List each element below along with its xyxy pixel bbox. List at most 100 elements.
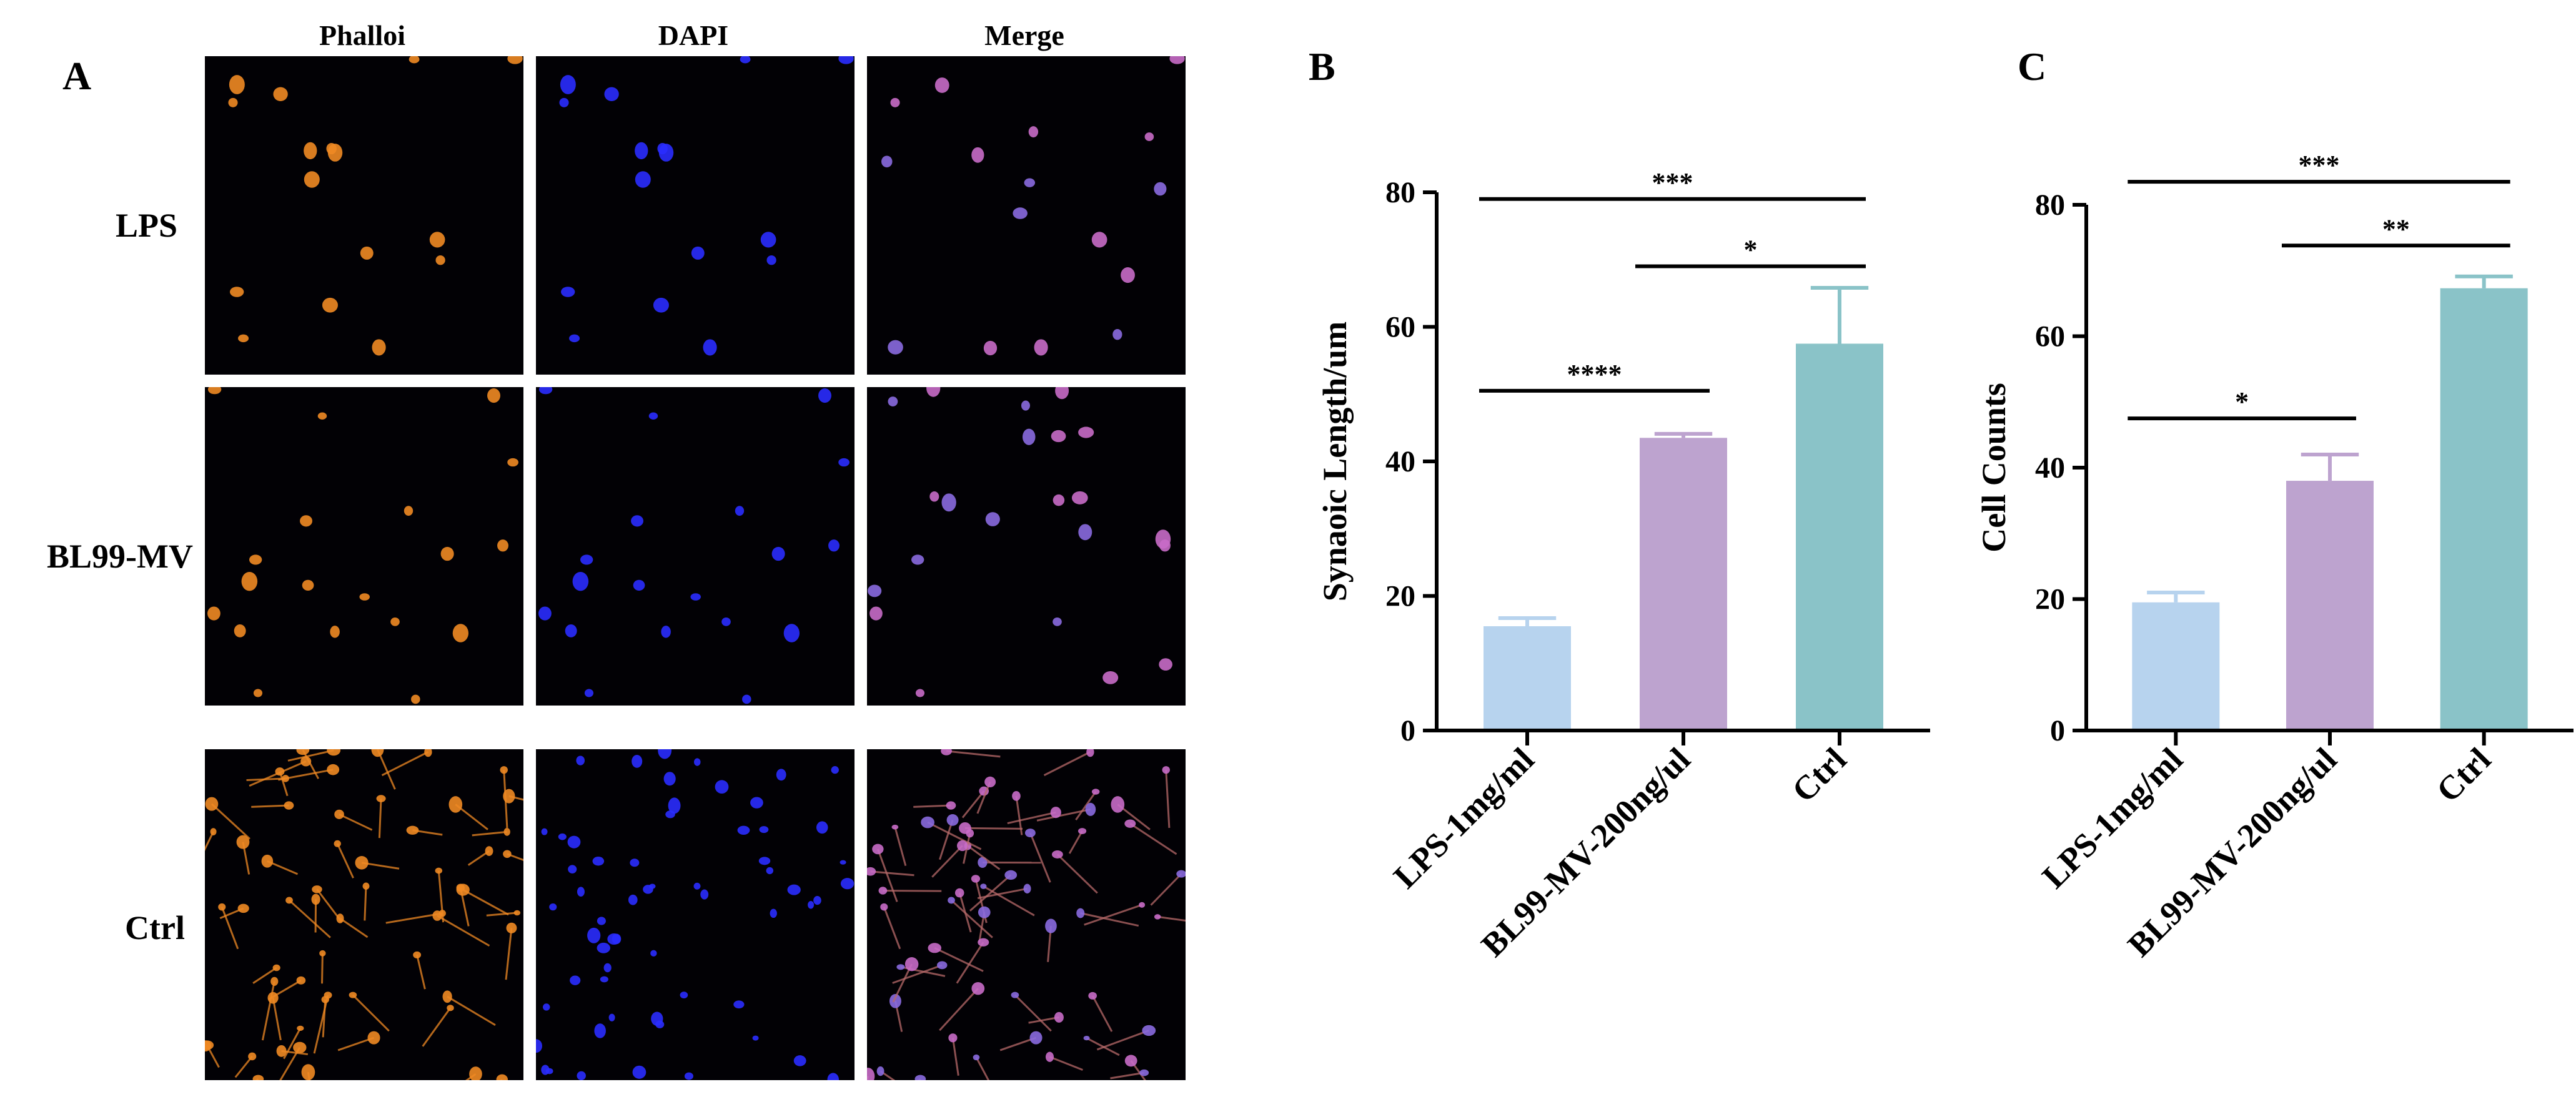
cell <box>760 232 776 248</box>
row-label-ctrl: Ctrl <box>125 909 185 947</box>
cell <box>818 388 831 403</box>
cell <box>936 961 948 970</box>
bar-lps-1mg-ml <box>1484 626 1571 729</box>
significance-label: *** <box>2299 150 2340 180</box>
cell <box>978 906 991 918</box>
significance-label: * <box>1744 235 1758 265</box>
filament <box>261 981 275 1041</box>
cell <box>1023 883 1031 893</box>
filament <box>927 821 982 850</box>
filament <box>302 749 320 779</box>
cell <box>985 512 1000 526</box>
cell <box>827 1073 840 1080</box>
cell <box>1124 819 1136 828</box>
filament <box>283 1028 302 1060</box>
cell <box>929 491 939 502</box>
cell <box>838 56 854 64</box>
cell <box>1139 902 1146 908</box>
cell <box>302 579 314 591</box>
cell <box>1078 426 1094 438</box>
bar-bl99-mv-200ng-ul <box>1640 438 1727 729</box>
bar-ctrl <box>1796 343 1883 729</box>
cell <box>429 232 445 248</box>
cell <box>326 142 337 155</box>
cell <box>1121 267 1135 283</box>
cell <box>507 56 523 64</box>
cell <box>1045 1051 1054 1062</box>
cell <box>207 387 222 395</box>
cell <box>1013 207 1028 219</box>
cell <box>597 942 610 953</box>
filament <box>205 831 214 852</box>
cell <box>1162 766 1170 774</box>
cell <box>1024 178 1036 187</box>
cell <box>1091 232 1107 248</box>
cell <box>1102 671 1119 684</box>
cell <box>567 835 581 849</box>
cell <box>230 287 244 297</box>
y-tick-label: 40 <box>1385 445 1415 478</box>
micrograph-bl99-mv-merge <box>867 387 1186 706</box>
cell <box>587 927 601 943</box>
cell <box>766 867 774 875</box>
filament <box>939 819 954 860</box>
cell <box>630 858 640 867</box>
cell <box>503 850 512 858</box>
cell <box>771 546 785 561</box>
cell <box>888 340 903 355</box>
filament <box>505 928 513 980</box>
cell <box>442 990 452 1003</box>
significance-label: ** <box>2382 214 2410 244</box>
cell <box>404 506 414 516</box>
cell <box>238 334 249 343</box>
filament <box>486 912 517 917</box>
cell <box>1088 991 1097 1000</box>
cell <box>783 624 800 642</box>
cell <box>971 147 984 163</box>
filament <box>977 887 1028 900</box>
cell <box>984 776 996 787</box>
cell <box>867 1068 875 1080</box>
cell <box>971 875 981 883</box>
cell <box>700 889 709 900</box>
filament <box>883 889 942 892</box>
filament <box>1150 873 1182 906</box>
cell <box>631 515 644 527</box>
filament <box>1091 995 1113 1032</box>
filament <box>967 845 1001 870</box>
cell <box>487 388 500 403</box>
cell <box>978 857 988 868</box>
cell <box>1050 807 1061 819</box>
cell <box>577 1071 586 1080</box>
cell <box>721 617 731 626</box>
cell <box>831 766 839 774</box>
filament <box>378 798 382 839</box>
y-tick-label: 60 <box>2035 320 2065 353</box>
filament <box>1129 822 1177 855</box>
y-axis-label: Cell Counts <box>1975 383 2013 553</box>
filament <box>892 964 943 984</box>
cell <box>703 339 717 356</box>
cell <box>253 689 263 697</box>
cell <box>536 1039 542 1053</box>
filament <box>339 813 373 831</box>
cell <box>1112 328 1122 340</box>
cell <box>881 155 893 168</box>
filament <box>220 907 239 950</box>
row-label-lps: LPS <box>116 207 178 244</box>
micrograph-ctrl-dapi <box>536 749 855 1080</box>
x-tick-label: LPS-1mg/ml <box>2035 740 2190 895</box>
cell <box>628 894 638 905</box>
cell <box>759 826 769 834</box>
x-tick-label: Ctrl <box>1785 740 1853 809</box>
cell <box>355 856 369 870</box>
filament <box>964 827 1023 830</box>
cell <box>633 579 645 591</box>
cell <box>236 835 250 849</box>
cell <box>715 780 729 794</box>
filament <box>999 1036 1037 1051</box>
cell <box>580 554 593 565</box>
cell <box>663 772 676 786</box>
cell <box>648 412 658 420</box>
cell <box>740 56 751 64</box>
